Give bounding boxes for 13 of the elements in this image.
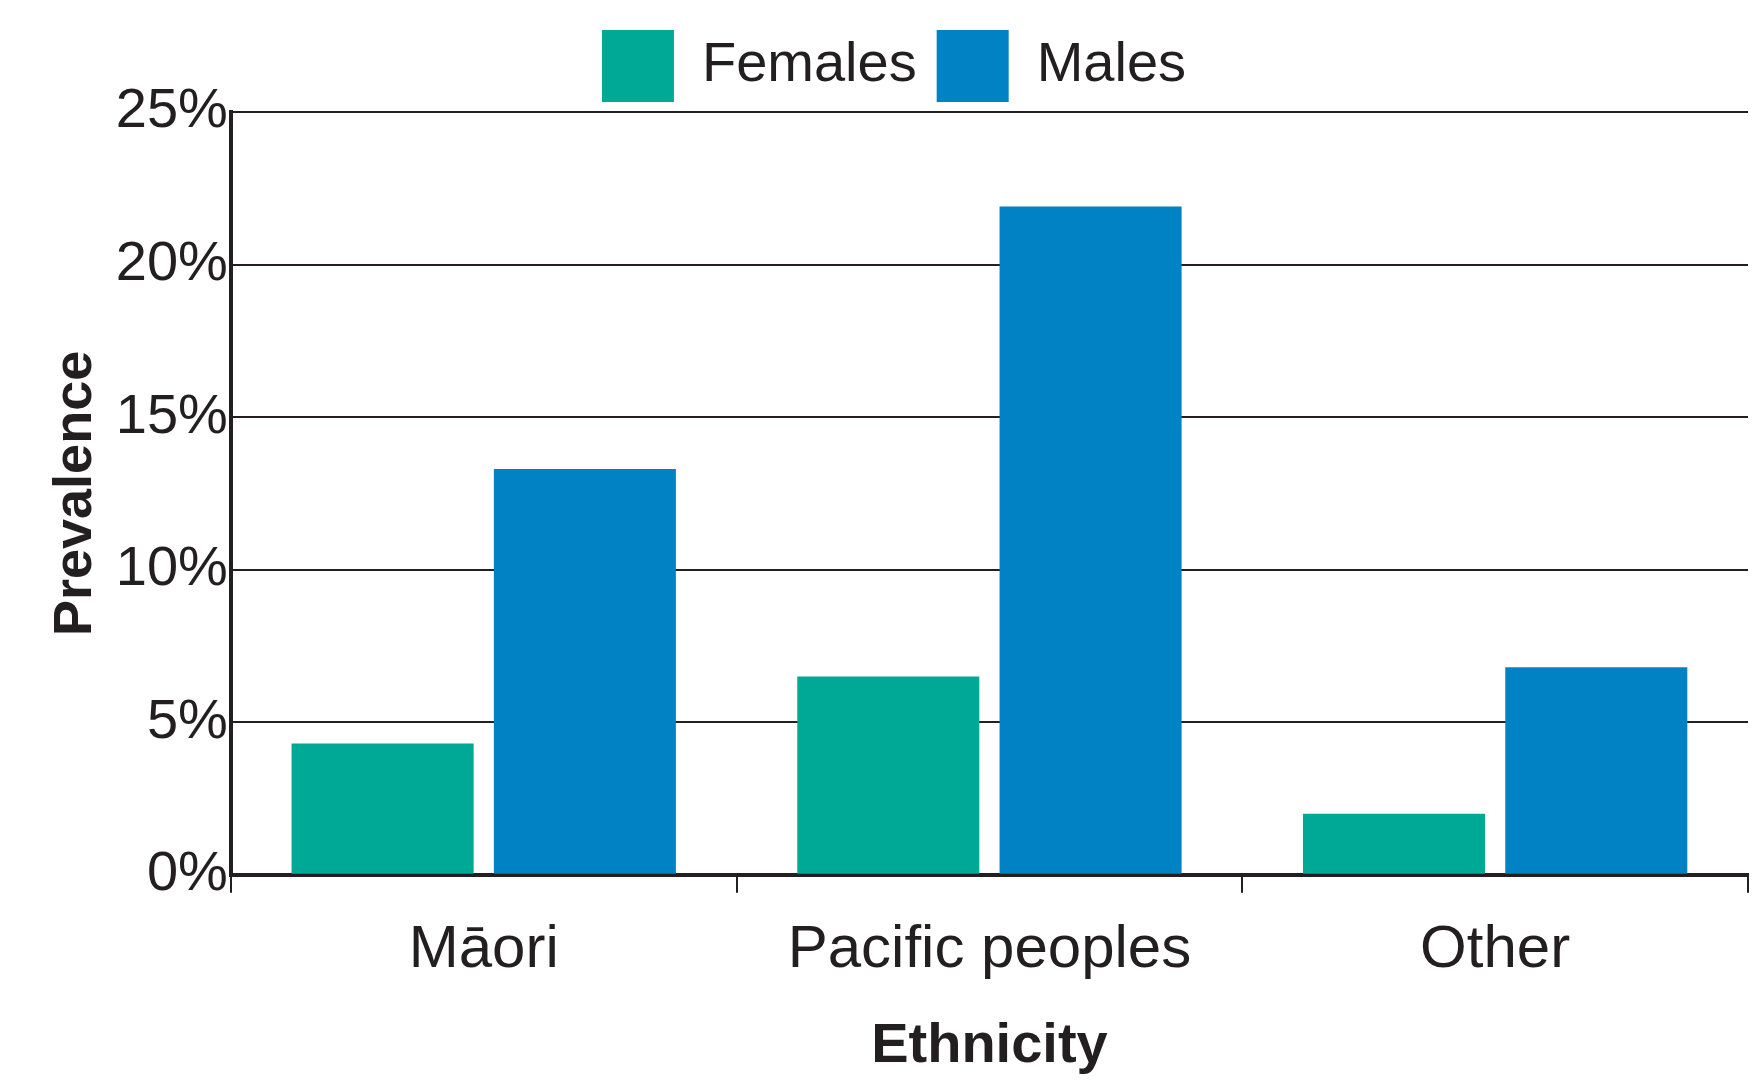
x-tick-label: Pacific peoples [787,913,1192,981]
y-axis-title: Prevalence [42,350,103,637]
y-tick-label: 10% [115,534,228,598]
y-tick-label: 0% [146,839,228,903]
x-tick-label: Māori [408,913,559,981]
legend-label: Females [701,30,917,94]
y-tick-label: 20% [115,229,228,292]
y-tick-label: 5% [146,686,228,750]
y-tick-label: 15% [115,381,228,445]
legend-label: Males [1036,30,1187,94]
x-axis-title: Ethnicity [871,1010,1108,1074]
x-tick-label: Other [1420,913,1571,981]
y-tick-label: 25% [115,76,228,140]
